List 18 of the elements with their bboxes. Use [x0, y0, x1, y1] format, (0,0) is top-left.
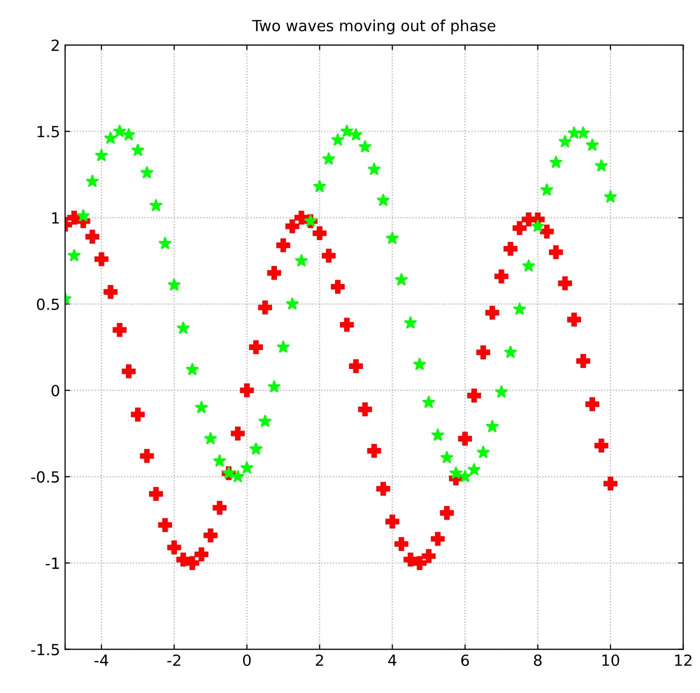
y-tick-label: 2 [52, 40, 59, 51]
x-tick-label: 2 [316, 654, 323, 666]
x-tick-label: -2 [167, 654, 180, 666]
y-tick-label: 1 [52, 212, 59, 224]
x-tick-label: 12 [675, 654, 692, 666]
y-tick-label: 1.5 [38, 126, 59, 138]
y-tick-label: 0.5 [36, 298, 59, 310]
y-tick-label: -0.5 [31, 471, 59, 483]
y-tick-label: 0 [52, 384, 60, 396]
y-tick-label: -1 [46, 558, 59, 569]
y-tick-label: -1.5 [31, 644, 59, 656]
x-tick-label: 6 [461, 654, 469, 666]
x-tick-label: 0 [243, 654, 251, 666]
x-tick-label: 8 [534, 654, 542, 666]
chart-title: Two waves moving out of phase [252, 20, 496, 34]
x-tick-label: 4 [388, 654, 396, 666]
x-tick-label: -4 [94, 654, 108, 666]
x-tick-label: 10 [602, 654, 620, 666]
